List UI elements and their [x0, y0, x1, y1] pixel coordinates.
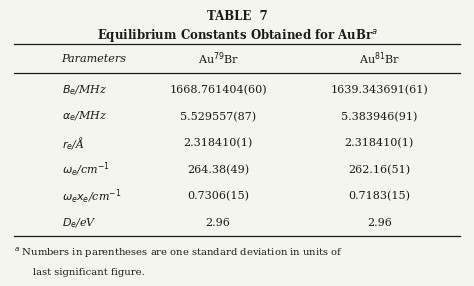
Text: 2.318410(1): 2.318410(1)	[345, 138, 414, 148]
Text: $r_e$/Å: $r_e$/Å	[62, 135, 84, 152]
Text: 2.96: 2.96	[367, 218, 392, 228]
Text: Au$^{79}$Br: Au$^{79}$Br	[198, 50, 238, 67]
Text: $\omega_e$/cm$^{-1}$: $\omega_e$/cm$^{-1}$	[62, 161, 109, 179]
Text: 0.7183(15): 0.7183(15)	[348, 191, 410, 202]
Text: $\omega_e x_e$/cm$^{-1}$: $\omega_e x_e$/cm$^{-1}$	[62, 187, 121, 206]
Text: 1639.343691(61): 1639.343691(61)	[330, 85, 428, 95]
Text: $\alpha_e$/MHz: $\alpha_e$/MHz	[62, 110, 107, 124]
Text: $D_e$/eV: $D_e$/eV	[62, 216, 97, 230]
Text: 1668.761404(60): 1668.761404(60)	[169, 85, 267, 95]
Text: TABLE  7: TABLE 7	[207, 10, 267, 23]
Text: last significant figure.: last significant figure.	[33, 268, 145, 277]
Text: $^a$ Numbers in parentheses are one standard deviation in units of: $^a$ Numbers in parentheses are one stan…	[14, 246, 344, 260]
Text: 262.16(51): 262.16(51)	[348, 165, 410, 175]
Text: 2.96: 2.96	[206, 218, 230, 228]
Text: Au$^{81}$Br: Au$^{81}$Br	[359, 50, 400, 67]
Text: 0.7306(15): 0.7306(15)	[187, 191, 249, 202]
Text: 2.318410(1): 2.318410(1)	[183, 138, 253, 148]
Text: $B_e$/MHz: $B_e$/MHz	[62, 83, 107, 97]
Text: 5.383946(91): 5.383946(91)	[341, 112, 418, 122]
Text: Parameters: Parameters	[62, 54, 127, 63]
Text: 264.38(49): 264.38(49)	[187, 165, 249, 175]
Text: 5.529557(87): 5.529557(87)	[180, 112, 256, 122]
Text: Equilibrium Constants Obtained for AuBr$^a$: Equilibrium Constants Obtained for AuBr$…	[97, 27, 377, 44]
